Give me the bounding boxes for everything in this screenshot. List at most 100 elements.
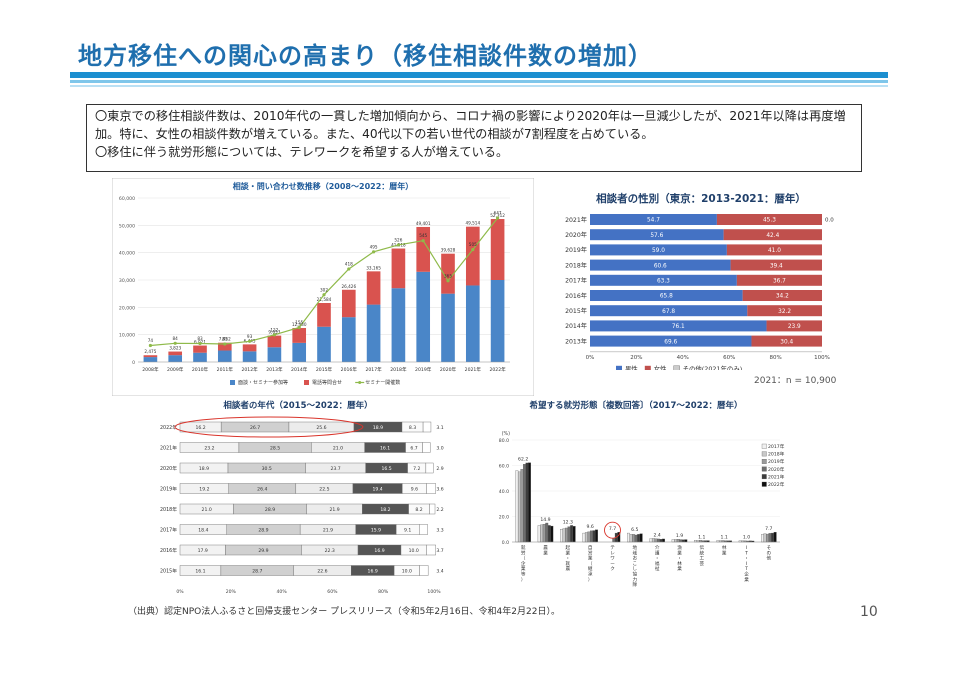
gender-title: 相談者の性別（東京：2013-2021：暦年） (596, 192, 806, 205)
bar-in-person (143, 357, 158, 362)
value-label: 1.1 (698, 534, 705, 540)
segment-value: 3.6 (436, 486, 443, 492)
male-value: 76.1 (672, 324, 685, 330)
age-segment (425, 462, 434, 474)
bar-male (590, 229, 724, 241)
male-value: 67.8 (662, 309, 675, 315)
employment-bar (637, 534, 641, 543)
legend-swatch (616, 365, 622, 370)
seminar-label: 302 (320, 287, 328, 292)
legend-label: 2017年 (768, 443, 785, 450)
x-tick-label: 2019年 (415, 366, 432, 373)
y-tick-label: 0 (132, 360, 135, 366)
segment-value: 22.5 (319, 486, 329, 492)
seminar-point (496, 216, 500, 220)
consultations-title: 相談・問い合わせ数推移（2008～2022：暦年） (233, 181, 414, 191)
x-tick-label: 2016年 (341, 366, 358, 373)
category-label-char: 業 (588, 555, 593, 562)
legend-label: 面談・セミナー参加等 (238, 379, 288, 386)
total-label: 26,426 (341, 284, 356, 289)
category-label-char: 力 (633, 576, 638, 583)
bar-in-person (341, 317, 356, 362)
employment-bar (547, 525, 551, 543)
y-tick-label: 20.0 (499, 514, 509, 520)
bar-in-person (242, 351, 257, 362)
value-label: 2.4 (654, 532, 661, 538)
seminar-label: 84 (173, 336, 179, 341)
x-tick-label: 100% (427, 589, 441, 595)
other-value: 0.0 (825, 218, 834, 224)
seminar-point (297, 325, 301, 330)
segment-value: 8.3 (409, 425, 416, 431)
category-label: 2019年 (160, 486, 177, 493)
age-segment (426, 483, 436, 494)
total-label: 49,401 (416, 221, 431, 226)
category-label-char: 企 (744, 571, 749, 578)
segment-value: 17.9 (198, 548, 208, 554)
category-label-char: ・ (677, 557, 682, 562)
category-label-char: 福 (655, 560, 660, 567)
bar-phone (168, 351, 183, 356)
seminar-point (272, 333, 276, 337)
legend-swatch (304, 380, 309, 385)
gender-chart: 相談者の性別（東京：2013-2021：暦年） 2021年 54.7 45.3 0.0… (565, 192, 834, 370)
category-label-char: し (633, 566, 638, 572)
category-label-char: （ (521, 556, 526, 562)
employment-bar (515, 470, 519, 543)
total-label: 9,653 (268, 330, 280, 335)
category-label-char: 地 (633, 544, 638, 551)
legend-swatch (358, 381, 362, 384)
employment-bar (587, 531, 591, 543)
category-label-char: 工 (700, 556, 705, 562)
male-value: 63.3 (657, 279, 670, 285)
legend-label: 2019年 (768, 458, 785, 465)
segment-value: 28.7 (252, 568, 262, 574)
category-label-char: レ (610, 551, 615, 556)
segment-value: 3.1 (436, 425, 443, 431)
x-tick-label: 20% (226, 589, 237, 595)
employment-bar (763, 533, 767, 543)
source-citation: （出典）認定NPO法人ふるさと回帰支援センター プレスリリース（令和5年2月16… (128, 607, 560, 617)
age-segment (429, 503, 436, 515)
highlight-ellipse (174, 416, 364, 438)
category-label-char: ） (521, 577, 526, 583)
y-tick-label: 20,000 (119, 305, 135, 311)
total-label: 3,823 (169, 346, 181, 351)
employment-bar (771, 532, 775, 543)
female-value: 39.4 (770, 263, 783, 269)
male-value: 59.0 (652, 248, 665, 254)
employment-bar (684, 539, 688, 543)
segment-value: 29.9 (258, 548, 268, 554)
employment-chart: 希望する就労形態〔複数回答〕（2017～2022：暦年） (%) 0.0 20.0 4… (499, 400, 785, 588)
employment-bar (671, 539, 675, 543)
bar-in-person (416, 271, 431, 362)
female-value: 42.4 (766, 233, 779, 239)
category-label: 2021年 (565, 216, 587, 224)
bar-male (590, 214, 717, 225)
employment-bar (570, 525, 574, 543)
seminar-point (198, 341, 202, 346)
employment-bar (540, 524, 544, 543)
bar-phone (193, 345, 207, 353)
category-label-char: 就 (521, 544, 526, 551)
segment-value: 26.4 (257, 486, 267, 492)
bar-phone (490, 219, 505, 280)
category-label-char: 協 (633, 571, 638, 578)
bar-in-person (465, 285, 480, 362)
segment-value: 21.0 (333, 445, 343, 451)
legend-swatch (761, 451, 767, 457)
category-label-char: ・ (744, 557, 749, 562)
page-number: 10 (860, 604, 878, 620)
employment-bar (761, 534, 764, 543)
seminar-label: 647 (494, 210, 502, 215)
category-label-char: 承 (588, 571, 593, 578)
legend-label: セミナー開催数 (365, 379, 400, 386)
x-tick-label: 2017年 (365, 366, 382, 373)
segment-value: 23.7 (330, 466, 340, 472)
segment-value: 21.0 (202, 507, 212, 513)
category-label-char: 業 (521, 565, 526, 572)
seminar-point (223, 342, 227, 346)
total-label: 39,628 (441, 248, 456, 253)
bar-female (742, 290, 822, 301)
age-chart: 相談者の年代（2015～2022：暦年） 2022年 16.2 26.7 25.6 18… (160, 400, 444, 595)
